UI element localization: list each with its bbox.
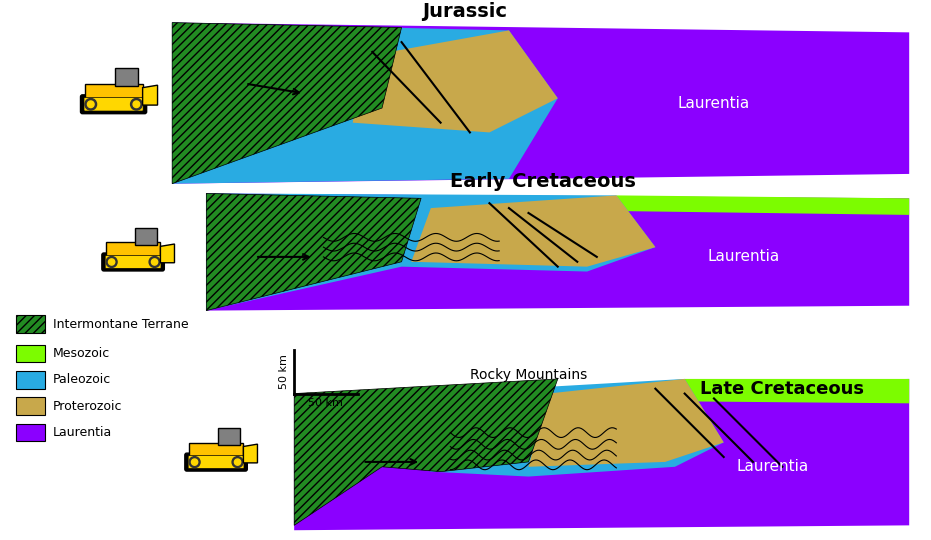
FancyBboxPatch shape	[80, 95, 147, 114]
Text: Laurentia: Laurentia	[708, 249, 779, 265]
FancyBboxPatch shape	[188, 456, 244, 469]
Circle shape	[232, 457, 243, 468]
Polygon shape	[172, 23, 558, 184]
Polygon shape	[294, 379, 910, 530]
Text: Laurentia: Laurentia	[736, 460, 809, 474]
FancyBboxPatch shape	[85, 84, 142, 107]
Text: Proterozoic: Proterozoic	[53, 400, 123, 413]
Text: Rocky Mountains: Rocky Mountains	[470, 368, 587, 382]
Polygon shape	[401, 379, 723, 476]
Circle shape	[152, 259, 157, 265]
FancyBboxPatch shape	[105, 255, 161, 268]
Text: 50 km: 50 km	[308, 399, 343, 408]
Polygon shape	[353, 30, 558, 132]
Polygon shape	[684, 379, 910, 403]
Polygon shape	[207, 193, 421, 310]
Polygon shape	[142, 85, 157, 105]
Text: Laurentia: Laurentia	[678, 96, 750, 111]
Circle shape	[189, 457, 200, 468]
Circle shape	[109, 259, 115, 265]
FancyBboxPatch shape	[16, 345, 46, 362]
Polygon shape	[207, 193, 655, 310]
Circle shape	[192, 459, 197, 465]
Text: Laurentia: Laurentia	[53, 426, 113, 439]
Circle shape	[106, 256, 117, 267]
FancyBboxPatch shape	[218, 428, 239, 445]
Circle shape	[149, 256, 160, 267]
Circle shape	[130, 98, 142, 110]
FancyBboxPatch shape	[135, 227, 156, 245]
Polygon shape	[207, 193, 910, 310]
FancyBboxPatch shape	[185, 453, 248, 471]
Circle shape	[235, 459, 241, 465]
Polygon shape	[243, 444, 258, 463]
FancyBboxPatch shape	[16, 424, 46, 441]
FancyBboxPatch shape	[84, 98, 143, 111]
Text: Intermontane Terrane: Intermontane Terrane	[53, 318, 189, 331]
Circle shape	[133, 101, 140, 107]
Circle shape	[88, 101, 94, 107]
FancyBboxPatch shape	[189, 443, 243, 464]
FancyBboxPatch shape	[16, 371, 46, 389]
FancyBboxPatch shape	[101, 253, 165, 271]
FancyBboxPatch shape	[115, 68, 139, 86]
Text: Paleozoic: Paleozoic	[53, 373, 112, 387]
Polygon shape	[616, 195, 910, 215]
Polygon shape	[160, 244, 174, 263]
Text: Jurassic: Jurassic	[423, 2, 507, 21]
Text: Late Cretaceous: Late Cretaceous	[700, 380, 864, 397]
Polygon shape	[294, 379, 558, 525]
Text: Mesozoic: Mesozoic	[53, 347, 110, 360]
Polygon shape	[172, 23, 910, 184]
Polygon shape	[172, 23, 401, 184]
FancyBboxPatch shape	[16, 315, 46, 333]
Text: Early Cretaceous: Early Cretaceous	[451, 172, 636, 192]
Circle shape	[85, 98, 97, 110]
Polygon shape	[529, 379, 723, 467]
Polygon shape	[412, 195, 655, 267]
FancyBboxPatch shape	[106, 242, 160, 264]
FancyBboxPatch shape	[16, 397, 46, 415]
Text: 50 km: 50 km	[279, 354, 290, 389]
